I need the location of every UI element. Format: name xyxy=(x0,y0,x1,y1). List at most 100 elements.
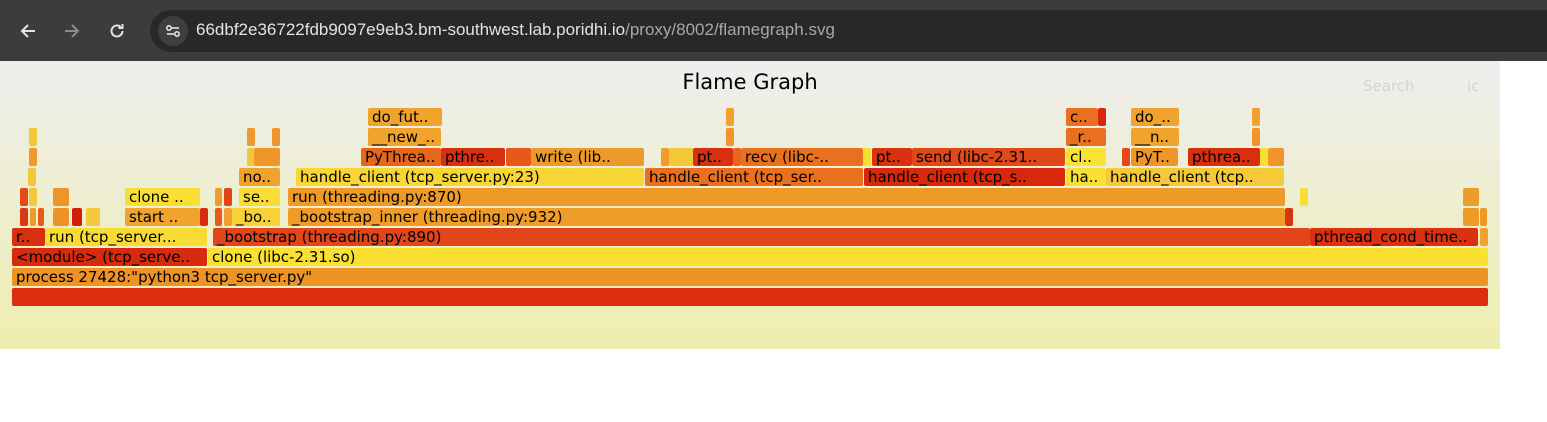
flame-frame[interactable]: clone (libc-2.31.so) xyxy=(208,248,1488,266)
flame-frame[interactable]: process 27428:"python3 tcp_server.py" xyxy=(12,268,1488,286)
flame-frame[interactable]: _bootstrap_inner (threading.py:932) xyxy=(288,208,1285,226)
flame-frame[interactable] xyxy=(272,128,280,146)
flame-frame[interactable]: handle_client (tcp_ser.. xyxy=(645,168,863,186)
flame-frame[interactable] xyxy=(12,288,1488,306)
flame-frame[interactable]: PyT.. xyxy=(1131,148,1178,166)
flame-frame-label: write (lib.. xyxy=(535,148,611,166)
flame-frame[interactable] xyxy=(53,188,69,206)
flame-frame[interactable]: c.. xyxy=(1066,108,1098,126)
flame-frame[interactable]: run (threading.py:870) xyxy=(288,188,1285,206)
flame-frame[interactable]: write (lib.. xyxy=(531,148,644,166)
flame-frame[interactable]: clone .. xyxy=(125,188,200,206)
flame-frame[interactable] xyxy=(1260,148,1268,166)
flame-frame[interactable]: se.. xyxy=(239,188,280,206)
flame-frame[interactable] xyxy=(669,148,693,166)
flame-frame[interactable] xyxy=(1480,228,1488,246)
flame-frame[interactable]: pt.. xyxy=(693,148,733,166)
flame-frame-label: send (libc-2.31.. xyxy=(916,148,1038,166)
flame-frame[interactable] xyxy=(1300,188,1308,206)
flame-frame[interactable] xyxy=(247,128,255,146)
url-text[interactable]: 66dbf2e36722fdb9097e9eb3.bm-southwest.la… xyxy=(196,20,835,40)
flame-frame[interactable] xyxy=(247,148,255,166)
forward-button[interactable] xyxy=(55,14,89,48)
flame-frame[interactable]: _r.. xyxy=(1066,128,1106,146)
flame-frame[interactable] xyxy=(215,208,222,226)
flame-frame[interactable]: __n.. xyxy=(1131,128,1179,146)
flame-frame[interactable]: handle_client (tcp.. xyxy=(1106,168,1284,186)
address-bar[interactable]: 66dbf2e36722fdb9097e9eb3.bm-southwest.la… xyxy=(150,10,1547,52)
flame-frame[interactable]: pthre.. xyxy=(441,148,505,166)
site-info-button[interactable] xyxy=(158,16,188,46)
flame-frame[interactable] xyxy=(29,188,37,206)
flame-frame[interactable]: _bo.. xyxy=(232,208,280,226)
flame-frame-label: <module> (tcp_serve.. xyxy=(16,248,190,266)
flame-frame-label: handle_client (tcp.. xyxy=(1110,168,1254,186)
flame-frame[interactable] xyxy=(726,108,734,126)
flame-frame[interactable]: recv (libc-.. xyxy=(741,148,863,166)
flame-frame[interactable] xyxy=(661,148,669,166)
flame-frame-label: pt.. xyxy=(697,148,722,166)
flame-frame[interactable] xyxy=(1252,108,1260,126)
flame-frame[interactable] xyxy=(1122,148,1130,166)
flame-frame[interactable]: pt.. xyxy=(872,148,912,166)
flame-frame[interactable]: ha.. xyxy=(1066,168,1106,186)
flame-frame[interactable]: r.. xyxy=(12,228,45,246)
flame-frame[interactable] xyxy=(30,208,36,226)
flame-frame[interactable] xyxy=(20,208,28,226)
flame-frame[interactable]: no.. xyxy=(239,168,280,186)
flame-frame[interactable]: __new_.. xyxy=(368,128,441,146)
back-button[interactable] xyxy=(11,14,45,48)
flame-frame[interactable] xyxy=(1268,148,1284,166)
flame-frame[interactable] xyxy=(1285,208,1293,226)
flame-frame[interactable]: do_fut.. xyxy=(368,108,442,126)
flame-frame[interactable] xyxy=(20,188,28,206)
flame-frame[interactable]: send (libc-2.31.. xyxy=(912,148,1065,166)
flame-frame[interactable]: <module> (tcp_serve.. xyxy=(12,248,207,266)
flame-frame[interactable]: start .. xyxy=(125,208,200,226)
arrow-right-icon xyxy=(65,24,80,38)
url-host: 66dbf2e36722fdb9097e9eb3.bm-southwest.la… xyxy=(196,20,626,39)
flame-frame[interactable]: _bootstrap (threading.py:890) xyxy=(213,228,1310,246)
flame-frame-label: _bo.. xyxy=(236,208,272,226)
flame-frame[interactable] xyxy=(72,208,82,226)
flame-frame[interactable] xyxy=(29,128,37,146)
flame-frame-label: PyT.. xyxy=(1135,148,1170,166)
ignorecase-button[interactable]: ic xyxy=(1467,77,1480,95)
reload-button[interactable] xyxy=(100,14,134,48)
flame-frame[interactable]: PyThrea.. xyxy=(361,148,441,166)
flame-frame-label: run (threading.py:870) xyxy=(292,188,462,206)
flame-frame[interactable] xyxy=(506,148,531,166)
flame-frame[interactable] xyxy=(224,188,232,206)
flame-frame[interactable] xyxy=(1480,208,1487,226)
flame-frame[interactable] xyxy=(215,188,222,206)
flame-frame[interactable] xyxy=(1463,188,1479,206)
flame-frame[interactable]: run (tcp_server... xyxy=(45,228,207,246)
flamegraph-viewport: Flame Graph Search ic process 27428:"pyt… xyxy=(0,61,1500,349)
flame-frame-label: pthread_cond_time.. xyxy=(1314,228,1468,246)
flame-frame[interactable]: handle_client (tcp_server.py:23) xyxy=(296,168,644,186)
flame-frame[interactable] xyxy=(38,208,44,226)
flame-frame[interactable] xyxy=(733,148,741,166)
flame-frame[interactable]: cl.. xyxy=(1066,148,1106,166)
flamegraph-title: Flame Graph xyxy=(682,70,818,94)
flame-frame[interactable] xyxy=(1098,108,1106,126)
flame-frame[interactable] xyxy=(726,128,734,146)
flame-frame-label: ha.. xyxy=(1070,168,1099,186)
flame-frame[interactable] xyxy=(200,208,208,226)
flame-frame-label: clone .. xyxy=(129,188,184,206)
flame-frame[interactable]: do_.. xyxy=(1131,108,1179,126)
flame-frame[interactable]: handle_client (tcp_s.. xyxy=(864,168,1065,186)
flame-frame[interactable] xyxy=(863,148,871,166)
flame-frame[interactable] xyxy=(1463,208,1479,226)
flame-frame[interactable] xyxy=(1252,128,1260,146)
flame-frame[interactable] xyxy=(86,208,100,226)
flame-frame[interactable] xyxy=(53,208,69,226)
search-button[interactable]: Search xyxy=(1363,77,1415,95)
flame-frame[interactable]: pthread_cond_time.. xyxy=(1310,228,1478,246)
flame-frame[interactable]: pthrea.. xyxy=(1188,148,1260,166)
flame-frame[interactable] xyxy=(254,148,280,166)
flame-frame[interactable] xyxy=(28,168,36,186)
flame-frame[interactable] xyxy=(29,148,37,166)
flame-frame[interactable] xyxy=(224,208,232,226)
flame-frame-label: process 27428:"python3 tcp_server.py" xyxy=(16,268,313,286)
